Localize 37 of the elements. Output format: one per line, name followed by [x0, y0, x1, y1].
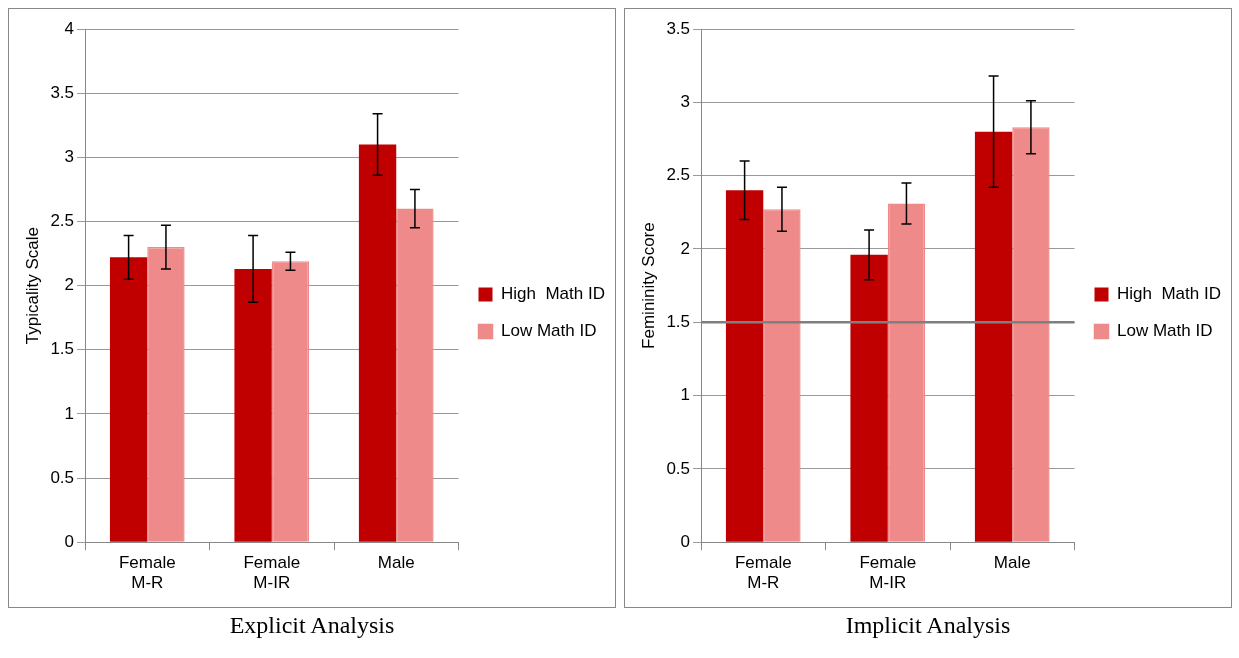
- y-tick-label: 0.5: [50, 467, 75, 487]
- legend-label: Low Math ID: [1117, 321, 1213, 341]
- x-tick-label: Female M-R: [734, 553, 792, 593]
- bar: [974, 131, 1013, 542]
- y-tick-label: 3.5: [666, 18, 691, 38]
- bar: [850, 254, 888, 542]
- y-tick-label: 1: [680, 385, 691, 405]
- bar: [109, 257, 148, 542]
- bar: [358, 144, 397, 542]
- y-tick-label: 2.5: [666, 165, 691, 185]
- legend-label: Low Math ID: [501, 321, 597, 341]
- x-tick-label: Female M-IR: [859, 553, 917, 593]
- y-axis-title: Femininity Score: [638, 222, 658, 349]
- y-tick-label: 4: [64, 18, 75, 38]
- y-tick-label: 2: [680, 238, 691, 258]
- y-tick-label: 0: [64, 531, 75, 551]
- legend-label: High Math ID: [501, 284, 605, 304]
- y-tick-label: 0: [680, 531, 691, 551]
- x-tick-label: Female M-R: [118, 553, 176, 593]
- y-tick-label: 1.5: [50, 339, 75, 359]
- y-tick-label: 2.5: [50, 211, 75, 231]
- legend-label: High Math ID: [1117, 284, 1221, 304]
- text: Implicit Analysis: [844, 612, 1012, 639]
- y-tick-label: 1.5: [666, 311, 691, 331]
- bar: [234, 268, 272, 542]
- y-tick-label: 2: [64, 275, 75, 295]
- text: Explicit Analysis: [228, 612, 396, 639]
- y-axis-title: Typicality Scale: [22, 227, 42, 345]
- x-tick-label: Male: [993, 553, 1031, 573]
- y-tick-label: 3: [64, 146, 75, 166]
- bar: [725, 190, 764, 542]
- y-tick-label: 0.5: [666, 458, 691, 478]
- y-tick-label: 3: [680, 92, 691, 111]
- x-tick-label: Female M-IR: [243, 553, 301, 593]
- y-tick-label: 1: [64, 403, 75, 423]
- y-tick-label: 3.5: [50, 82, 75, 102]
- x-tick-label: Male: [377, 553, 415, 573]
